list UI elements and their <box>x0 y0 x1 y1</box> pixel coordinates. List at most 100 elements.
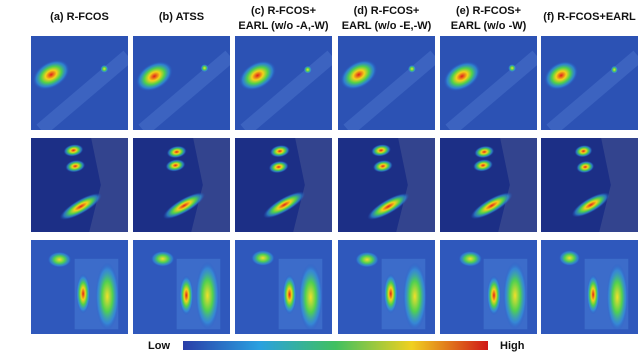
activation <box>150 250 175 267</box>
heatmap-content <box>31 138 128 232</box>
column-header: (a) R-FCOS <box>50 11 109 23</box>
shore <box>89 138 128 232</box>
activation <box>610 65 618 74</box>
activation <box>544 61 579 90</box>
column-header: EARL (w/o -E,-W) <box>342 20 432 32</box>
heatmap-image <box>541 36 638 130</box>
activation <box>473 159 493 172</box>
heatmap-content <box>133 36 230 130</box>
column-header: EARL (w/o -W) <box>451 20 527 32</box>
heatmap-image <box>541 138 638 232</box>
activation <box>371 144 391 157</box>
activation <box>303 65 312 74</box>
activation <box>298 263 323 332</box>
column-header: EARL (w/o -A,-W) <box>238 20 329 32</box>
activation <box>32 59 70 90</box>
column-header: (c) R-FCOS+ <box>251 5 316 17</box>
activation <box>165 159 186 172</box>
column-header: (e) R-FCOS+ <box>456 5 521 17</box>
heatmap-content <box>440 138 537 232</box>
activation <box>239 60 277 91</box>
shore <box>191 138 230 232</box>
heatmap-content <box>235 36 332 130</box>
heatmap-image <box>235 138 332 232</box>
heatmap-image <box>235 240 332 334</box>
activation <box>59 193 102 220</box>
heatmap-image <box>338 240 435 334</box>
activation <box>263 191 306 219</box>
heatmap-content <box>541 240 638 334</box>
column-header: (b) ATSS <box>159 11 204 23</box>
heatmap-content <box>541 138 638 232</box>
heatmap-content <box>235 138 332 232</box>
activation <box>503 261 528 330</box>
heatmap-image <box>440 138 537 232</box>
heatmap-content <box>31 36 128 130</box>
heatmap-image <box>31 36 128 130</box>
shore <box>599 138 638 232</box>
activation <box>166 145 187 159</box>
activation <box>443 61 481 92</box>
activation <box>367 193 410 220</box>
shore <box>396 138 435 232</box>
activation <box>372 160 393 173</box>
heatmap-content <box>31 240 128 334</box>
activation <box>282 274 297 315</box>
heatmap-content <box>338 138 435 232</box>
heatmap-image <box>338 138 435 232</box>
heatmap-content <box>133 240 230 334</box>
heatmap-image <box>440 36 537 130</box>
activation <box>195 261 220 330</box>
heatmap-content <box>235 240 332 334</box>
heatmap-image <box>541 240 638 334</box>
activation <box>486 275 501 316</box>
activation <box>179 275 194 316</box>
heatmap-content <box>338 36 435 130</box>
activation <box>269 145 290 158</box>
heatmap-content <box>440 240 537 334</box>
activation <box>576 160 595 174</box>
activation <box>250 250 275 266</box>
heatmap-image <box>31 138 128 232</box>
activation <box>402 262 427 331</box>
column-header: (d) R-FCOS+ <box>354 5 420 17</box>
road <box>343 50 435 130</box>
activation <box>571 192 610 218</box>
activation <box>95 262 120 331</box>
activation <box>508 64 517 73</box>
activation <box>200 64 209 73</box>
activation <box>355 251 380 268</box>
activation <box>407 64 416 73</box>
activation <box>606 263 629 332</box>
heatmap-image <box>440 240 537 334</box>
heatmap-image <box>338 36 435 130</box>
heatmap-content <box>338 240 435 334</box>
activation <box>474 145 495 159</box>
colorbar-low: Low <box>148 340 170 352</box>
activation <box>470 192 513 220</box>
activation <box>47 251 72 268</box>
colorbar-high: High <box>500 340 525 352</box>
activation <box>63 144 84 157</box>
activation <box>586 274 600 315</box>
road <box>36 50 128 130</box>
activation <box>458 250 483 267</box>
activation <box>383 273 398 314</box>
activation <box>65 160 86 173</box>
heatmap-content <box>541 36 638 130</box>
road <box>240 50 332 130</box>
shore <box>498 138 537 232</box>
heatmap-image <box>235 36 332 130</box>
column-header: (f) R-FCOS+EARL <box>543 11 636 23</box>
road <box>445 50 537 130</box>
road <box>546 50 638 130</box>
heatmap-image <box>133 36 230 130</box>
heatmap-content <box>440 36 537 130</box>
activation <box>100 64 109 73</box>
heatmap-image <box>133 240 230 334</box>
activation <box>76 273 91 314</box>
heatmap-content <box>133 138 230 232</box>
heatmap-image <box>133 138 230 232</box>
road <box>138 50 230 130</box>
